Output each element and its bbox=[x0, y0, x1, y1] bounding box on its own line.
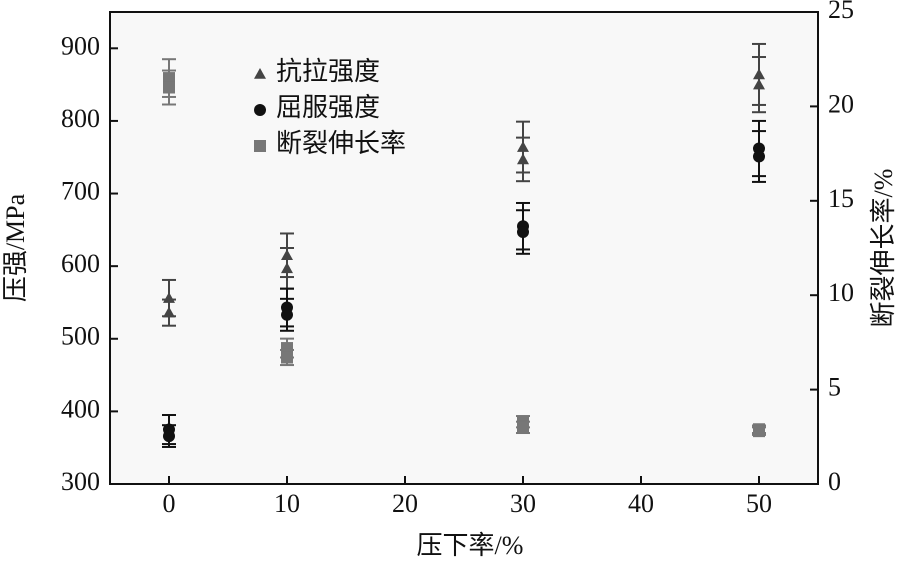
y-tick-label: 500 bbox=[61, 322, 100, 351]
y-tick-label: 900 bbox=[61, 31, 100, 60]
y2-tick-label: 10 bbox=[828, 278, 854, 307]
square-marker bbox=[753, 425, 765, 438]
y-tick-label: 400 bbox=[61, 394, 100, 423]
x-tick-label: 0 bbox=[163, 489, 176, 518]
y-tick-label: 300 bbox=[61, 467, 100, 496]
y-tick-label: 700 bbox=[61, 177, 100, 206]
circle-marker bbox=[254, 104, 266, 116]
square-marker bbox=[281, 351, 293, 364]
y-tick-label: 600 bbox=[61, 249, 100, 278]
triangle-marker bbox=[163, 306, 175, 318]
triangle-marker bbox=[254, 68, 266, 79]
y2-tick-label: 5 bbox=[828, 373, 841, 402]
y2-tick-label: 20 bbox=[828, 89, 854, 118]
x-tick-label: 20 bbox=[392, 489, 418, 518]
circle-marker bbox=[163, 430, 175, 443]
x-tick-label: 30 bbox=[510, 489, 536, 518]
x-tick-label: 10 bbox=[274, 489, 300, 518]
y-axis-title: 压强/MPa bbox=[1, 193, 30, 302]
y2-tick-label: 25 bbox=[828, 0, 854, 24]
x-axis-title: 压下率/% bbox=[417, 531, 524, 560]
plot-frame bbox=[109, 11, 819, 485]
triangle-marker bbox=[517, 153, 529, 165]
square-marker bbox=[281, 342, 293, 355]
square-marker bbox=[517, 421, 529, 434]
square-marker bbox=[254, 140, 266, 152]
x-tick-label: 50 bbox=[746, 489, 772, 518]
circle-marker bbox=[517, 226, 529, 239]
legend-label: 抗拉强度 bbox=[276, 57, 380, 86]
circle-marker bbox=[753, 150, 765, 163]
legend-label: 屈服强度 bbox=[276, 93, 380, 122]
y2-tick-label: 0 bbox=[828, 467, 841, 496]
y2-tick-label: 15 bbox=[828, 184, 854, 213]
x-tick-label: 40 bbox=[628, 489, 654, 518]
y-tick-label: 800 bbox=[61, 104, 100, 133]
triangle-marker bbox=[281, 262, 293, 274]
circle-marker bbox=[281, 308, 293, 321]
legend-label: 断裂伸长率 bbox=[276, 129, 406, 158]
y2-axis-title: 断裂伸长率/% bbox=[869, 169, 898, 328]
triangle-marker bbox=[753, 78, 765, 90]
plot-area bbox=[110, 12, 818, 484]
square-marker bbox=[163, 81, 175, 94]
